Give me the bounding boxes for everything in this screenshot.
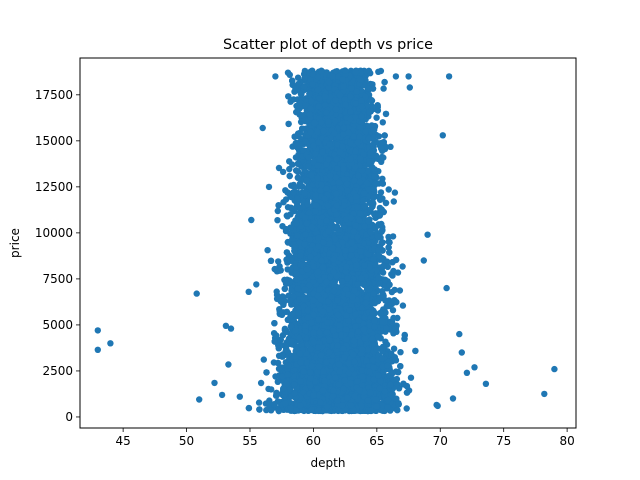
data-point xyxy=(257,379,265,387)
data-point xyxy=(393,375,401,383)
data-point xyxy=(385,186,392,193)
data-point xyxy=(275,258,282,265)
data-point xyxy=(277,267,284,274)
data-point xyxy=(379,119,386,126)
data-point xyxy=(264,247,271,254)
data-point xyxy=(275,164,283,172)
data-point xyxy=(387,143,394,150)
data-point xyxy=(274,217,281,224)
points-layer xyxy=(94,67,558,415)
data-point xyxy=(399,263,406,270)
data-point xyxy=(407,374,415,381)
data-point xyxy=(390,345,398,352)
data-point xyxy=(379,269,387,276)
data-point xyxy=(373,114,380,121)
chart-title: Scatter plot of depth vs price xyxy=(223,37,433,53)
data-point xyxy=(397,349,404,356)
data-point xyxy=(279,168,287,176)
data-point xyxy=(390,198,397,205)
data-point xyxy=(273,389,280,397)
data-point xyxy=(260,356,267,363)
data-point xyxy=(296,180,304,187)
data-point xyxy=(382,338,389,345)
